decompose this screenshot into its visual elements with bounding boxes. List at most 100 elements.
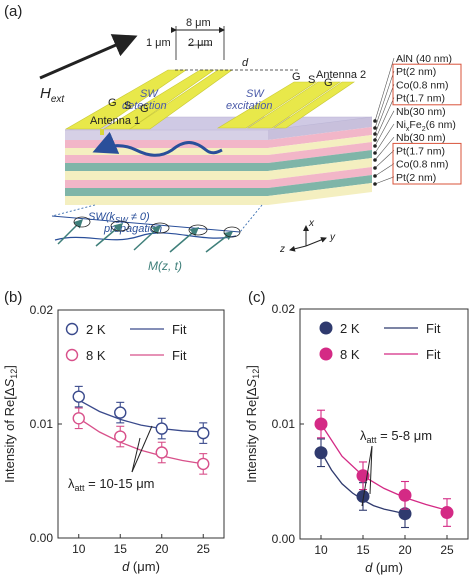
projection-right <box>239 204 263 233</box>
dimension-marks <box>171 26 300 71</box>
projection-left <box>51 204 96 217</box>
dim-d: d <box>242 57 249 69</box>
annotation-pointer <box>131 437 141 473</box>
layer-dot-2 <box>373 132 377 136</box>
panel-label: (b) <box>4 289 22 306</box>
data-point <box>197 426 210 440</box>
antenna-2-label: Antenna 2 <box>316 69 366 81</box>
x-tick-label: 20 <box>398 543 412 557</box>
spin-wave-path <box>92 131 223 157</box>
data-point <box>155 446 168 459</box>
panel-a-label: (a) <box>4 3 22 20</box>
legend-label: 8 K <box>86 348 106 363</box>
antenna-1-label: Antenna 1 <box>90 115 140 127</box>
legend-label: 8 K <box>340 347 360 362</box>
layer-dot-6 <box>373 158 377 162</box>
dim-2um: 2 μm <box>188 37 213 49</box>
layer-label-6: Nb(30 nm) <box>396 132 446 144</box>
legend-marker <box>319 321 333 335</box>
layer-label-2: Co(0.8 nm) <box>396 79 449 91</box>
gsg1-g1: G <box>108 97 117 109</box>
layer-leader-0 <box>374 57 395 122</box>
x-axis-label: d (μm) <box>365 560 403 575</box>
precession-arrows <box>51 215 241 253</box>
layer-leader-9 <box>374 176 395 185</box>
gsg2-g2: G <box>324 77 333 89</box>
layer-label-4: Nb(30 nm) <box>396 106 446 118</box>
x-tick-label: 25 <box>197 542 211 556</box>
y-axis-label: Intensity of Re[ΔS12] <box>2 365 19 483</box>
layer-box-top <box>392 63 462 106</box>
gsg2-s: S <box>308 74 315 86</box>
legend-fit-label: Fit <box>426 321 441 336</box>
data-point <box>197 457 210 471</box>
x-axis-label: d (μm) <box>122 559 160 574</box>
layer-label-1: Pt(2 nm) <box>396 66 436 78</box>
x-tick-label: 15 <box>114 542 128 556</box>
x-tick-label: 10 <box>72 542 86 556</box>
panel-a: (a) <box>4 3 462 273</box>
layer-legend: AlN (40 nm)Pt(2 nm)Co(0.8 nm)Pt(1.7 nm)N… <box>373 53 462 186</box>
layer-dot-0 <box>373 119 377 123</box>
layer-box-bottom <box>392 142 462 185</box>
gsg1-s: S <box>124 100 131 112</box>
legend-label: 2 K <box>86 322 106 337</box>
x-tick-label: 10 <box>314 543 328 557</box>
layer-dot-1 <box>373 126 377 130</box>
x-tick-label: 15 <box>356 543 370 557</box>
field-arrow <box>39 34 138 80</box>
sw-excitation-line2: excitation <box>226 100 272 112</box>
layer-dot-4 <box>373 144 377 148</box>
legend-fit-label: Fit <box>426 347 441 362</box>
annotation-pointer <box>131 425 153 473</box>
y-tick-label: 0.01 <box>30 417 54 431</box>
data-point <box>398 507 412 521</box>
data-point <box>440 506 454 520</box>
field-label: Hext <box>40 85 65 105</box>
fit-line-0 <box>78 399 204 433</box>
data-point <box>314 446 328 460</box>
layer-label-7: Pt(1.7 nm) <box>396 145 445 157</box>
data-point <box>114 406 127 419</box>
antenna-2 <box>216 81 355 129</box>
sw-detection-line1: SW <box>140 88 159 100</box>
sw-detection-line2: detection <box>122 100 167 112</box>
layer-dot-8 <box>373 174 377 178</box>
layer-dot-7 <box>373 166 377 170</box>
layer-label-8: Co(0.8 nm) <box>396 159 449 171</box>
layer-dot-3 <box>373 138 377 142</box>
legend-marker <box>65 348 79 362</box>
coordinate-axes <box>289 225 327 252</box>
layer-leader-6 <box>374 137 395 161</box>
layer-leader-5 <box>374 123 395 154</box>
data-point <box>356 489 370 503</box>
y-tick-label: 0.00 <box>30 531 54 545</box>
data-point <box>155 422 168 435</box>
annotation-pointer <box>361 445 373 507</box>
legend-marker <box>319 347 333 361</box>
data-point <box>398 488 412 502</box>
x-tick-label: 25 <box>440 543 454 557</box>
sw-excitation-line1: SW <box>246 88 265 100</box>
dim-8um: 8 μm <box>186 17 211 29</box>
layer-leader-1 <box>374 71 395 129</box>
layer-dot-5 <box>373 151 377 155</box>
panel-label: (c) <box>248 289 266 306</box>
layer-label-3: Pt(1.7 nm) <box>396 93 445 105</box>
axis-x-label: x <box>308 218 315 229</box>
layer-label-5: NixFe2(6 nm) <box>396 119 456 133</box>
chart-b: (b) 10 15 20 25 0.00 0.01 0.02 d (μm) Intensity o… <box>2 289 225 574</box>
legend-marker <box>65 322 79 336</box>
y-tick-label: 0.00 <box>272 532 296 546</box>
layer-label-9: Pt(2 nm) <box>396 172 436 184</box>
layer-leader-7 <box>374 150 395 169</box>
chart-c: (c) 10 15 20 25 0.00 0.01 0.02 d (μm) Intensity o… <box>244 289 469 575</box>
layer-leader-3 <box>374 97 395 141</box>
layer-label-0: AlN (40 nm) <box>396 53 452 65</box>
y-tick-label: 0.01 <box>272 417 296 431</box>
y-axis-label: Intensity of Re[ΔS12] <box>244 365 261 483</box>
antenna-1 <box>64 69 233 135</box>
lambda-annotation: λatt = 10-15 μm <box>68 476 155 493</box>
data-point <box>72 412 85 425</box>
